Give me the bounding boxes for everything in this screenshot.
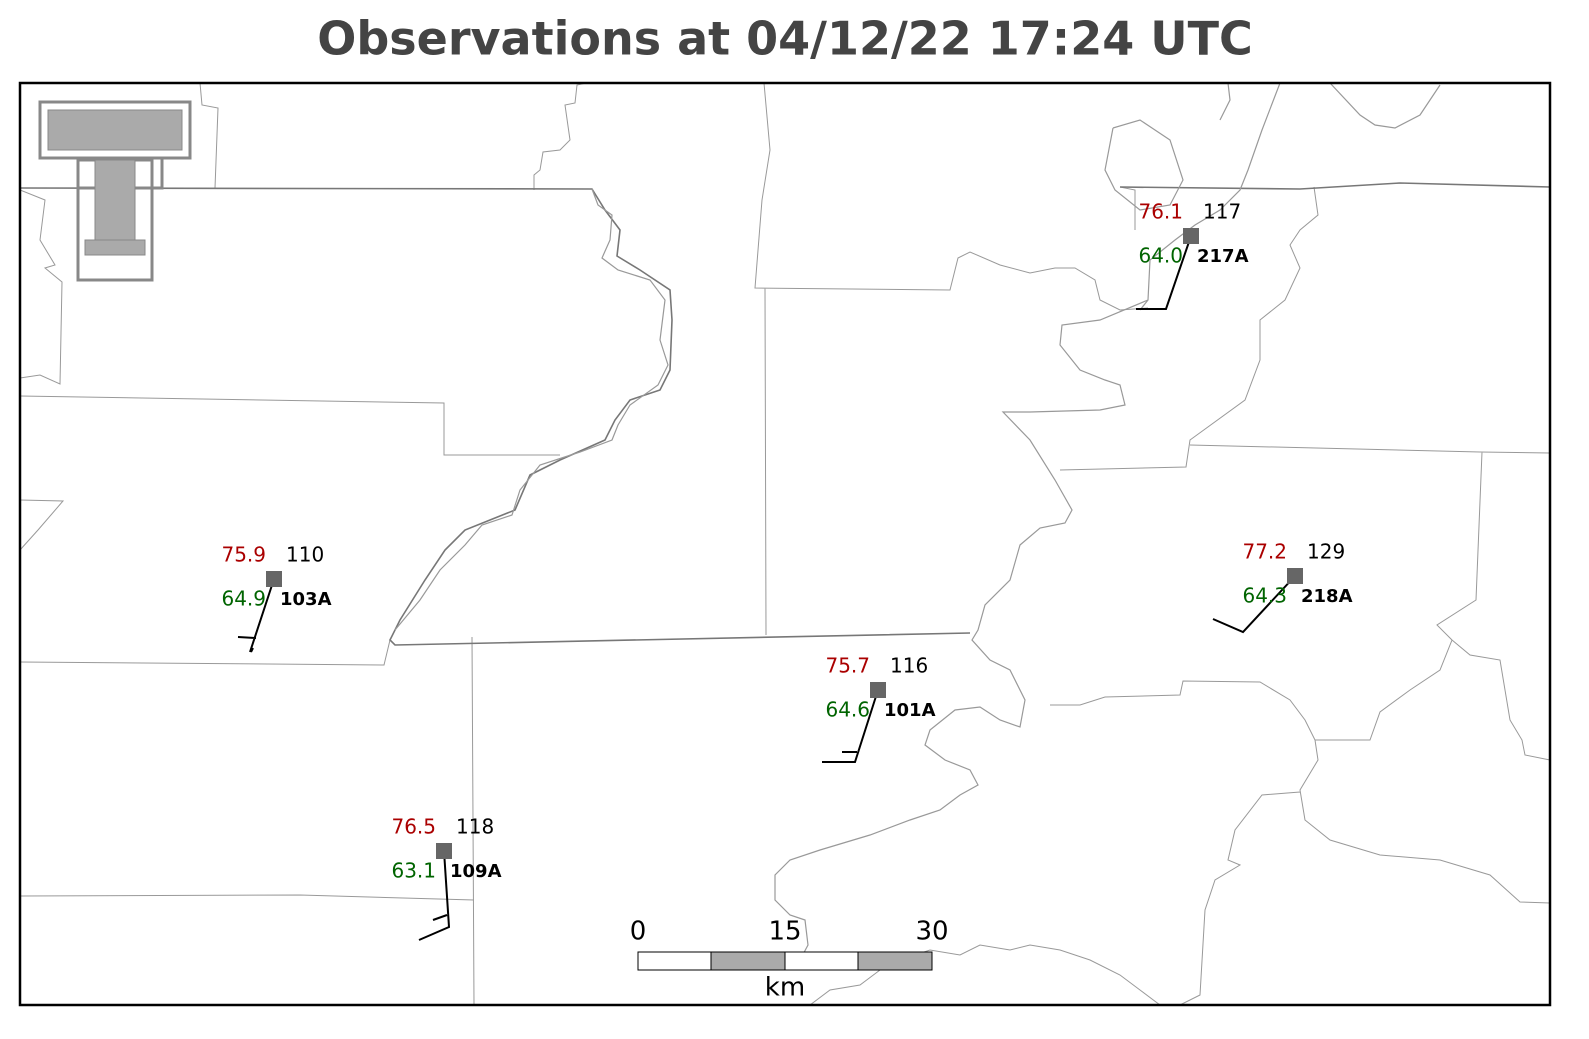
station-marker — [1287, 568, 1303, 584]
station-marker — [870, 682, 886, 698]
pressure-value: 116 — [890, 654, 928, 678]
temperature: 76.1 — [1138, 200, 1183, 224]
stations: 76.1 117 64.0 217A 75.9 110 64.9 103A 77.2 129 64.… — [221, 200, 1353, 941]
wind-barb — [237, 578, 275, 653]
station-id: 103A — [280, 589, 332, 610]
dewpoint: 63.1 — [391, 859, 436, 883]
station-marker — [436, 843, 452, 859]
temperature: 77.2 — [1242, 540, 1287, 564]
pressure-value: 117 — [1203, 200, 1241, 224]
pressure-value: 110 — [286, 543, 324, 567]
temperature: 76.5 — [391, 815, 436, 839]
dewpoint: 64.3 — [1242, 584, 1287, 608]
dewpoint: 64.0 — [1138, 244, 1183, 268]
scale-label: 0 — [630, 917, 647, 947]
scale-bar: 0 15 30 km — [630, 917, 949, 1003]
pressure-value: 129 — [1307, 540, 1345, 564]
scale-unit: km — [765, 973, 805, 1003]
wind-barb — [822, 689, 879, 763]
map-frame — [18, 81, 1552, 1007]
scale-label: 30 — [915, 917, 948, 947]
dewpoint: 64.9 — [221, 587, 266, 611]
dewpoint: 64.6 — [825, 698, 870, 722]
logo — [38, 100, 192, 282]
base-map — [20, 83, 1550, 1005]
scale-label: 15 — [768, 917, 801, 947]
station-id: 101A — [884, 700, 936, 721]
wind-barb — [1136, 235, 1192, 310]
station-id: 218A — [1301, 586, 1353, 607]
wind-barb — [418, 850, 451, 941]
temperature: 75.7 — [825, 654, 870, 678]
map-title: Observations at 04/12/22 17:24 UTC — [317, 12, 1252, 66]
pressure-value: 118 — [456, 815, 494, 839]
station-marker — [1183, 228, 1199, 244]
wind-barb — [1212, 575, 1296, 634]
station-id: 109A — [450, 861, 502, 882]
station-id: 217A — [1197, 246, 1249, 267]
temperature: 75.9 — [221, 543, 266, 567]
station-marker — [266, 571, 282, 587]
